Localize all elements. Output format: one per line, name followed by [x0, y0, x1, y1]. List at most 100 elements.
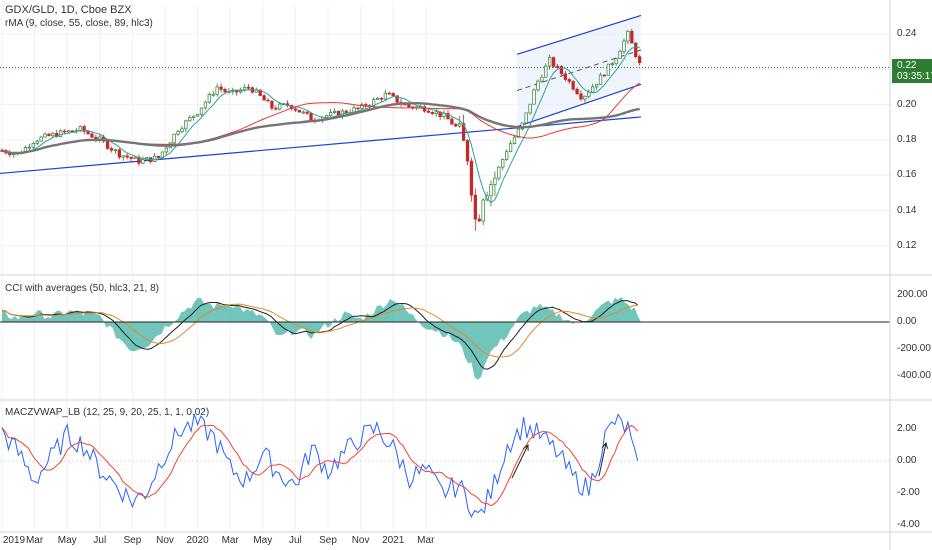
candle-body	[31, 143, 35, 148]
candle-body	[70, 130, 75, 133]
candle-body	[90, 133, 94, 138]
candle-body	[325, 115, 329, 118]
price-tick-label: 0.18	[897, 133, 917, 145]
candle-body	[109, 148, 114, 151]
time-tick-label: Mar	[25, 535, 44, 546]
candle-body	[133, 156, 137, 159]
macz-signal-line	[1, 424, 639, 507]
candle-body	[215, 86, 219, 95]
candle-body	[450, 118, 454, 125]
cci-fill	[2, 296, 641, 380]
candle-body	[598, 74, 603, 85]
candle-body	[477, 218, 481, 222]
candle-body	[172, 133, 176, 144]
candle-body	[446, 112, 450, 120]
candle-body	[141, 159, 145, 164]
macz-legend[interactable]: MACZVWAP_LB (12, 25, 9, 20, 25, 1, 1, 0.…	[5, 407, 210, 418]
candle-body	[223, 88, 227, 93]
macz-tick-label: -4.00	[897, 519, 920, 530]
time-tick-label: 2019	[2, 535, 26, 546]
cci-legend[interactable]: CCI with averages (50, hlc3, 21, 8)	[5, 283, 159, 294]
candle-body	[458, 123, 462, 127]
annotation-arrow-1-head	[522, 444, 529, 452]
time-tick-label: Sep	[123, 535, 142, 546]
candle-body	[129, 156, 133, 159]
candle-body	[176, 131, 180, 135]
candle-body	[328, 112, 333, 117]
ma-legend[interactable]: rMA (9, close, 55, close, 89, hlc3)	[5, 18, 153, 29]
ma-slow-line	[1, 102, 640, 155]
candle-body	[309, 113, 313, 121]
macz-tick-label: -2.00	[897, 487, 920, 498]
candle-body	[274, 107, 278, 110]
candle-body	[512, 136, 517, 145]
candle-body	[305, 111, 309, 114]
candle-body	[391, 93, 395, 97]
candle-body	[242, 86, 247, 91]
candle-body	[262, 95, 266, 101]
time-tick-label: May	[253, 535, 273, 546]
candle-body	[504, 151, 509, 160]
candle-body	[551, 57, 556, 67]
candle-body	[207, 93, 211, 103]
cci-tick-label: -200.00	[897, 342, 931, 354]
time-tick-label: Mar	[417, 535, 435, 546]
current-price-tag: 0.22 03:35:17	[892, 59, 932, 83]
candle-body	[540, 76, 544, 82]
candle-body	[434, 111, 438, 114]
annotation-arrow-1	[511, 444, 529, 479]
candle-body	[121, 155, 125, 158]
candle-body	[137, 156, 141, 164]
price-tick-label: 0.24	[897, 28, 917, 39]
candle-body	[219, 86, 223, 90]
candle-body	[203, 101, 208, 109]
candle-body	[86, 131, 90, 135]
candle-body	[426, 110, 431, 113]
candle-body	[454, 123, 458, 127]
candle-body	[524, 112, 528, 124]
candle-body	[66, 130, 71, 133]
time-tick-label: 2021	[382, 535, 405, 546]
candle-body	[626, 30, 630, 42]
candle-body	[379, 97, 384, 100]
macz-tick-label: 2.00	[897, 423, 917, 434]
candle-body	[610, 63, 614, 66]
price-tick-label: 0.14	[897, 204, 917, 216]
candle-body	[618, 50, 622, 59]
channel-fill	[517, 15, 641, 127]
candle-body	[395, 95, 399, 103]
candle-body	[638, 56, 642, 63]
candle-body	[266, 99, 270, 102]
candle-body	[278, 103, 282, 110]
candle-body	[622, 40, 626, 52]
candle-body	[548, 57, 552, 67]
candle-body	[35, 140, 39, 144]
symbol-title[interactable]: GDX/GLD, 1D, Cboe BZX	[5, 4, 132, 16]
candle-body	[387, 92, 391, 95]
price-tick-label: 0.16	[897, 169, 917, 181]
cci-tick-label: -400.00	[897, 369, 931, 381]
candle-body	[211, 93, 215, 96]
price-tick-label: 0.20	[897, 98, 917, 110]
time-tick-label: Nov	[351, 535, 370, 546]
price-tick-label: 0.12	[897, 239, 917, 251]
cci-pane	[0, 296, 890, 380]
macz-pane	[0, 413, 890, 519]
candle-body	[344, 110, 348, 114]
candle-body	[465, 140, 470, 162]
cci-tick-label: 200.00	[897, 289, 928, 301]
candle-body	[501, 159, 505, 168]
candle-body	[270, 100, 274, 109]
candle-body	[356, 107, 360, 110]
candle-body	[536, 80, 540, 91]
channel-lower	[516, 83, 642, 128]
candle-body	[602, 74, 607, 77]
candle-body	[516, 128, 521, 138]
candle-body	[630, 30, 634, 44]
candle-body	[606, 63, 611, 76]
candle-body	[591, 86, 595, 93]
candle-body	[297, 109, 301, 113]
candle-body	[559, 66, 564, 75]
